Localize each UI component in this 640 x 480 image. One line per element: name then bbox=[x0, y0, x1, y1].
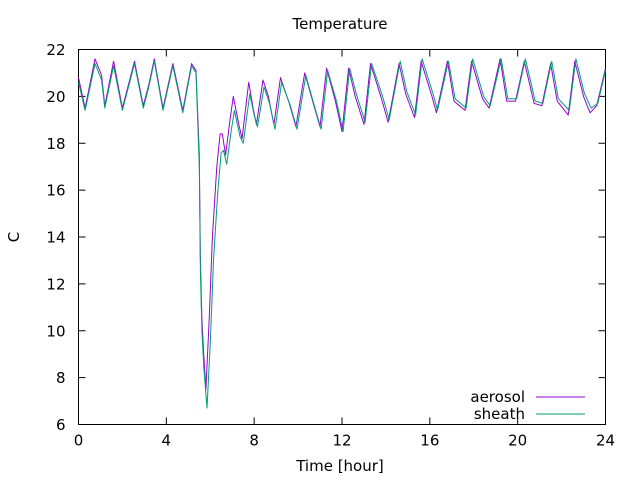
tick-labels: 0 4 8 12 16 20 24 6 8 10 12 14 16 18 20 22 bbox=[46, 41, 615, 450]
x-tick-label: 4 bbox=[162, 432, 172, 450]
x-tick-label: 8 bbox=[249, 432, 259, 450]
series-line-sheath bbox=[78, 58, 606, 409]
axis-ticks bbox=[78, 49, 606, 425]
legend-label-sheath: sheath bbox=[474, 405, 525, 423]
x-axis-label: Time [hour] bbox=[295, 457, 384, 475]
legend-label-aerosol: aerosol bbox=[470, 388, 525, 406]
x-tick-label: 12 bbox=[332, 432, 351, 450]
x-tick-label: 24 bbox=[596, 432, 615, 450]
y-tick-label: 22 bbox=[46, 41, 65, 59]
y-tick-label: 20 bbox=[46, 88, 65, 106]
x-tick-label: 16 bbox=[420, 432, 439, 450]
chart-title: Temperature bbox=[291, 15, 387, 33]
y-axis-label: C bbox=[5, 232, 23, 242]
y-tick-label: 14 bbox=[46, 229, 65, 247]
y-tick-label: 10 bbox=[46, 322, 65, 340]
x-tick-label: 20 bbox=[508, 432, 527, 450]
y-tick-label: 6 bbox=[56, 416, 66, 434]
y-tick-label: 8 bbox=[56, 369, 66, 387]
y-tick-label: 16 bbox=[46, 182, 65, 200]
plot-frame bbox=[78, 49, 606, 425]
y-tick-label: 12 bbox=[46, 275, 65, 293]
series-layer bbox=[78, 58, 606, 409]
x-tick-label: 0 bbox=[74, 432, 84, 450]
series-line-aerosol bbox=[78, 58, 606, 390]
y-tick-label: 18 bbox=[46, 135, 65, 153]
